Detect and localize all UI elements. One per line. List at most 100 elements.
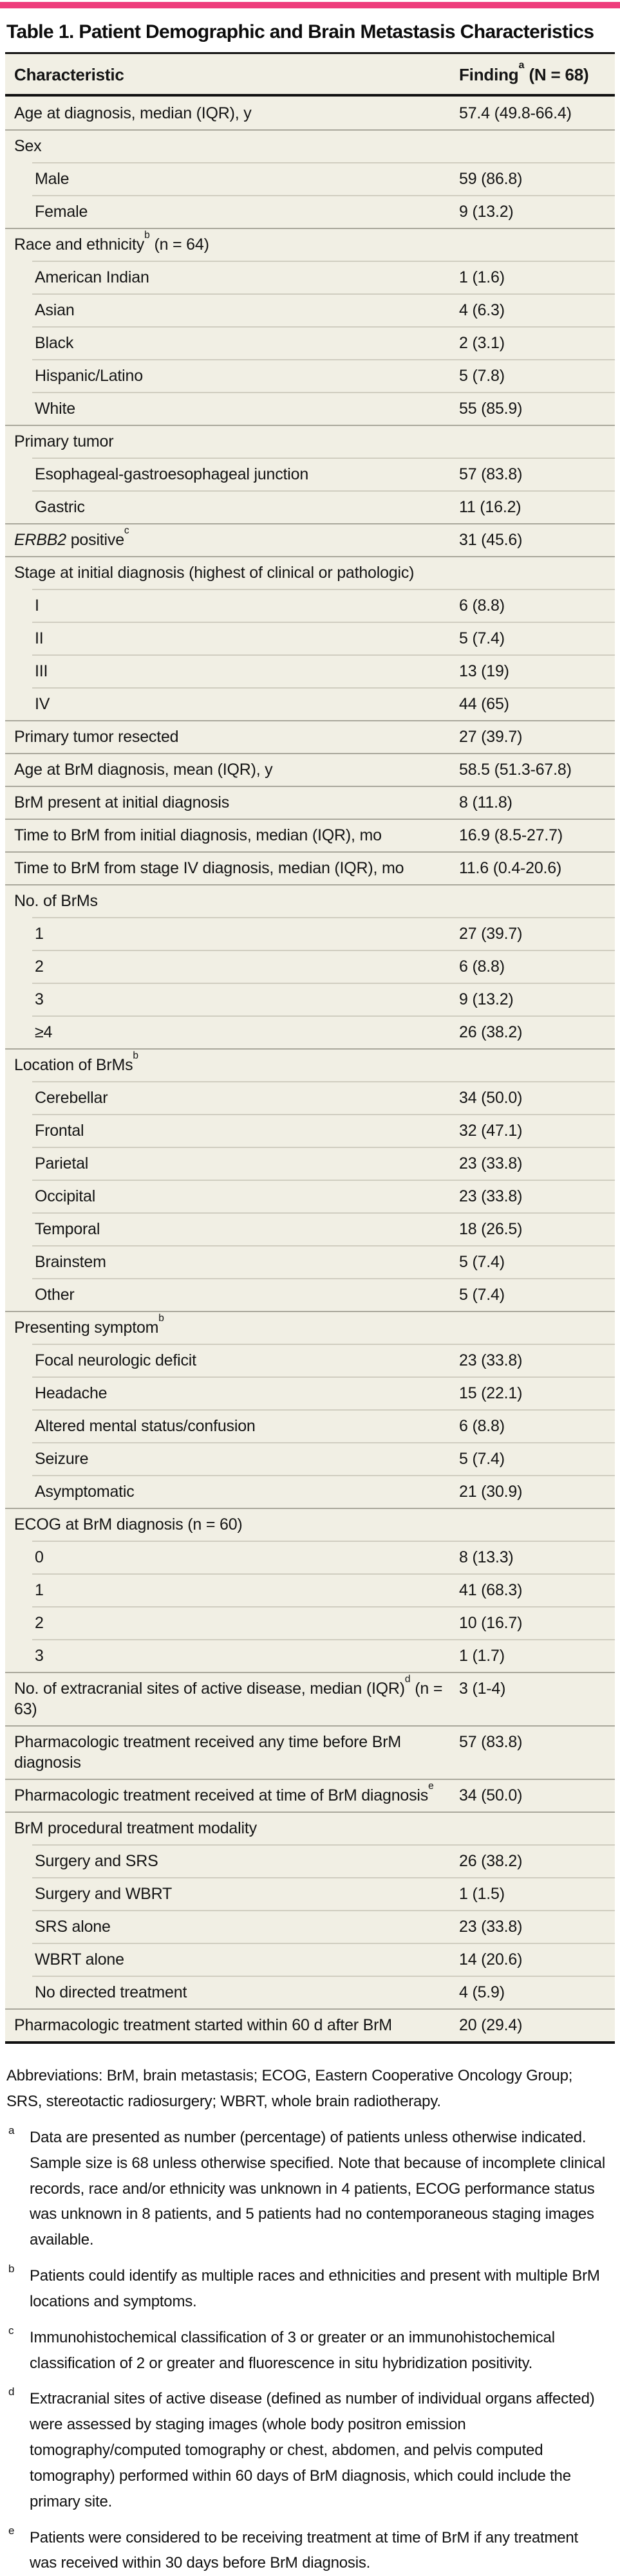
row-value: 5 (7.4) [459, 629, 505, 648]
row-label: White [35, 400, 75, 418]
row-value: 55 (85.9) [459, 400, 523, 418]
table-row: Location of BrMsb [5, 1048, 615, 1081]
row-label: 2 [35, 1614, 44, 1633]
table-row: ERBB2 positivec 31 (45.6) [5, 523, 615, 556]
table-row: Primary tumor [5, 425, 615, 458]
row-label: Frontal [35, 1122, 84, 1140]
table-row: Surgery and SRS 26 (38.2) [5, 1844, 615, 1877]
row-value: 8 (13.3) [459, 1548, 514, 1567]
table-row: BrM procedural treatment modality [5, 1812, 615, 1844]
row-label: Time to BrM from stage IV diagnosis, med… [14, 859, 404, 878]
table-row: Pharmacologic treatment received any tim… [5, 1725, 615, 1779]
table-row: II 5 (7.4) [5, 622, 615, 654]
row-label: Other [35, 1286, 75, 1304]
row-label: Race and ethnicityb (n = 64) [14, 230, 209, 254]
row-value: 4 (6.3) [459, 301, 505, 320]
row-label: Surgery and WBRT [35, 1885, 173, 1904]
row-value: 6 (8.8) [459, 958, 505, 976]
row-value: 27 (39.7) [459, 728, 523, 746]
row-value: 27 (39.7) [459, 925, 523, 943]
footnote: a Data are presented as number (percentag… [6, 2124, 605, 2253]
row-value: 44 (65) [459, 695, 509, 714]
row-label: Surgery and SRS [35, 1852, 158, 1871]
row-value: 13 (19) [459, 662, 509, 681]
row-value [459, 234, 615, 255]
row-value [459, 431, 615, 452]
table-row: Asymptomatic 21 (30.9) [5, 1475, 615, 1508]
table-row: WBRT alone 14 (20.6) [5, 1943, 615, 1976]
footnote: d Extracranial sites of active disease (d… [6, 2386, 605, 2514]
table-row: Occipital 23 (33.8) [5, 1180, 615, 1212]
row-value: 3 (1-4) [459, 1680, 506, 1698]
table-row: Race and ethnicityb (n = 64) [5, 228, 615, 261]
row-label: 3 [35, 1647, 44, 1665]
table-row: Asian 4 (6.3) [5, 293, 615, 326]
table-row: Presenting symptomb [5, 1311, 615, 1344]
footnote-text: Patients could identify as multiple race… [30, 2267, 600, 2310]
row-value: 41 (68.3) [459, 1581, 523, 1600]
row-value: 59 (86.8) [459, 170, 523, 189]
row-value: 10 (16.7) [459, 1614, 523, 1633]
table-row: Headache 15 (22.1) [5, 1376, 615, 1409]
table-row: Parietal 23 (33.8) [5, 1147, 615, 1180]
row-label: BrM present at initial diagnosis [14, 793, 230, 812]
row-value: 1 (1.5) [459, 1885, 505, 1904]
table-row: Altered mental status/confusion 6 (8.8) [5, 1409, 615, 1442]
table-row: Pharmacologic treatment received at time… [5, 1779, 615, 1812]
table-row: Black 2 (3.1) [5, 326, 615, 359]
table-row: BrM present at initial diagnosis 8 (11.8) [5, 786, 615, 819]
row-label: Time to BrM from initial diagnosis, medi… [14, 826, 382, 845]
row-value: 57 (83.8) [459, 1733, 523, 1752]
footnote-text: Patients were considered to be receiving… [30, 2528, 579, 2572]
footnote-marker: a [8, 2124, 15, 2136]
row-label: Parietal [35, 1154, 89, 1173]
row-label: III [35, 662, 48, 681]
table-body: Age at diagnosis, median (IQR), y 57.4 (4… [5, 97, 615, 2041]
table-header-row: Characteristic Findinga (N = 68) [5, 54, 615, 97]
demographics-table: Characteristic Findinga (N = 68) Age at … [5, 52, 615, 2044]
row-value: 23 (33.8) [459, 1918, 523, 1936]
row-label: Gastric [35, 498, 85, 517]
table-row: 3 9 (13.2) [5, 983, 615, 1015]
row-label: SRS alone [35, 1918, 111, 1936]
row-label: Stage at initial diagnosis (highest of c… [14, 564, 415, 582]
table-row: American Indian 1 (1.6) [5, 261, 615, 293]
row-value: 23 (33.8) [459, 1187, 523, 1206]
row-label: Female [35, 203, 88, 221]
finding-label: Finding [459, 65, 519, 84]
row-label: ERBB2 positivec [14, 525, 129, 550]
footnote-marker: d [8, 2386, 15, 2398]
row-label: Brainstem [35, 1253, 106, 1272]
table-row: III 13 (19) [5, 654, 615, 687]
row-label: II [35, 629, 44, 648]
row-value [459, 1818, 615, 1839]
row-label: Location of BrMsb [14, 1050, 139, 1075]
table-row: 0 8 (13.3) [5, 1541, 615, 1573]
row-label: 0 [35, 1548, 44, 1567]
row-value: 5 (7.4) [459, 1286, 505, 1304]
row-value: 34 (50.0) [459, 1786, 523, 1805]
row-label: Hispanic/Latino [35, 367, 143, 385]
table-row: Time to BrM from stage IV diagnosis, med… [5, 851, 615, 884]
row-value: 31 (45.6) [459, 531, 523, 550]
table-row: Age at diagnosis, median (IQR), y 57.4 (4… [5, 97, 615, 129]
footnote-marker: d [404, 1674, 411, 1685]
column-header-characteristic: Characteristic [14, 65, 124, 84]
table-row: Surgery and WBRT 1 (1.5) [5, 1877, 615, 1910]
row-label: Sex [14, 137, 42, 156]
table-row: 1 27 (39.7) [5, 917, 615, 950]
footnote-marker: b [133, 1050, 139, 1062]
row-label: IV [35, 695, 50, 714]
row-value [459, 1317, 615, 1338]
table-row: Hispanic/Latino 5 (7.8) [5, 359, 615, 392]
row-value [459, 1514, 615, 1535]
table-row: No. of BrMs [5, 884, 615, 917]
footnote-marker: b [158, 1313, 164, 1324]
table-row: White 55 (85.9) [5, 392, 615, 425]
table-row: Female 9 (13.2) [5, 195, 615, 228]
table-row: SRS alone 23 (33.8) [5, 1910, 615, 1943]
row-value: 57 (83.8) [459, 465, 523, 484]
row-value: 5 (7.4) [459, 1450, 505, 1469]
footnote-list: a Data are presented as number (percentag… [6, 2124, 605, 2576]
row-label: Headache [35, 1384, 108, 1403]
